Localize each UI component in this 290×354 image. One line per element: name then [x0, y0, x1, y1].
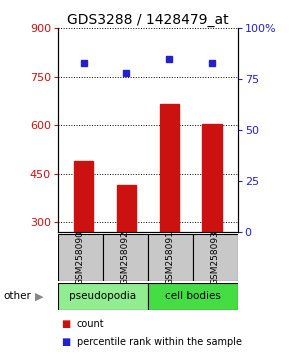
Bar	[58, 234, 103, 281]
Bar	[148, 283, 238, 310]
Bar	[202, 124, 222, 232]
Text: ■: ■	[61, 319, 70, 329]
Title: GDS3288 / 1428479_at: GDS3288 / 1428479_at	[67, 13, 229, 27]
Bar	[148, 234, 193, 281]
Text: GSM258091: GSM258091	[166, 230, 175, 285]
Text: count: count	[77, 319, 104, 329]
Bar	[58, 283, 148, 310]
Text: pseudopodia: pseudopodia	[69, 291, 137, 302]
Text: other: other	[3, 291, 31, 302]
Text: GSM258090: GSM258090	[76, 230, 85, 285]
Text: percentile rank within the sample: percentile rank within the sample	[77, 337, 242, 347]
Text: GSM258092: GSM258092	[121, 230, 130, 285]
Text: ■: ■	[61, 337, 70, 347]
Text: GSM258093: GSM258093	[211, 230, 220, 285]
Bar	[117, 185, 136, 232]
Bar	[103, 234, 148, 281]
Text: cell bodies: cell bodies	[165, 291, 221, 302]
Bar	[74, 161, 93, 232]
Bar	[160, 104, 179, 232]
Bar	[193, 234, 238, 281]
Text: ▶: ▶	[35, 291, 44, 302]
